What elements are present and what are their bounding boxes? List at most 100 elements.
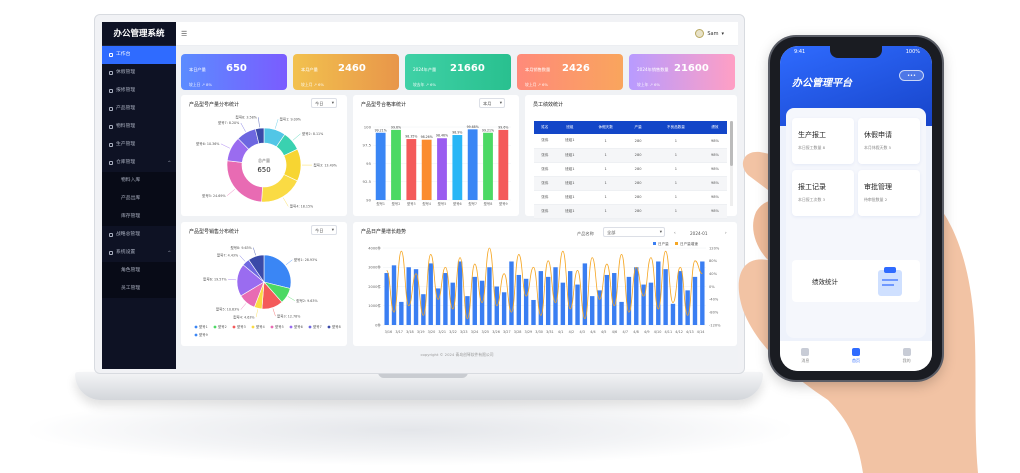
- legend-marker: [653, 242, 656, 245]
- tile-records-sub: 本日报工次数 3: [798, 197, 826, 202]
- sidebar-item[interactable]: 角色管理: [102, 262, 176, 280]
- x-tick-label: 型号2: [392, 201, 401, 206]
- y2-tick-label: 80%: [709, 259, 718, 263]
- sidebar-item[interactable]: 休假管理: [102, 64, 176, 82]
- bar: [375, 132, 386, 200]
- legend-label: 型号6: [294, 324, 303, 329]
- x-tick-label: 型号8: [484, 201, 493, 206]
- user-menu[interactable]: Sam ▾: [695, 29, 724, 38]
- sidebar-item[interactable]: 报修管理: [102, 82, 176, 100]
- tile-leave[interactable]: 休假申请 本月休假天数 5: [858, 118, 920, 164]
- tab-home[interactable]: 首页: [851, 348, 860, 364]
- stat-card: 2024年销售数量 21600 较上年 ↗ 6%: [629, 54, 735, 90]
- y-tick-label: 1000件: [368, 303, 381, 308]
- table-row[interactable]: 张伟 班组1 1 280 1 98%: [534, 190, 727, 205]
- menu-toggle-icon[interactable]: ☰: [181, 30, 188, 38]
- pass-period-select[interactable]: 本月: [479, 98, 505, 108]
- tile-approval[interactable]: 审批管理 待审批数量 2: [858, 170, 920, 216]
- x-tick-label: 3/22: [449, 330, 457, 334]
- user-name: Sam: [707, 30, 719, 37]
- legend-label: 型号8: [332, 324, 341, 329]
- column-header[interactable]: 产量: [627, 121, 649, 134]
- trend-panel: 产品日产量增长趋势 产品名称 全部 ‹ 2024-01 › 4000件 3000件…: [353, 222, 737, 346]
- x-tick-label: 3/25: [481, 330, 489, 334]
- tile-records[interactable]: 报工记录 本日报工次数 3: [792, 170, 854, 216]
- trend-chart: 4000件 3000件 2000件 1000件 0件 120% 80% 40% 0% -40% -8…: [368, 241, 721, 334]
- bar: [384, 273, 389, 325]
- sidebar: 办公管理系统 工作台 休假管理 报修管理 产品管理 物料管理 生产管理 仓库管理 ^ 物料入库产…: [102, 22, 176, 369]
- x-tick-label: 4/12: [675, 330, 683, 334]
- slice-label: 型号3: 13.49%: [313, 162, 336, 167]
- sales-period-select[interactable]: 今日: [311, 225, 337, 235]
- sidebar-item[interactable]: 库存管理: [102, 208, 176, 226]
- tile-performance[interactable]: 绩效统计: [792, 260, 920, 302]
- column-header[interactable]: 休假天数: [584, 121, 628, 134]
- bar: [457, 261, 463, 325]
- tab-messages[interactable]: 消息: [801, 348, 810, 364]
- bar: [604, 274, 610, 325]
- sidebar-item[interactable]: 仓库管理 ^: [102, 154, 176, 172]
- product-select[interactable]: 全部: [603, 227, 665, 237]
- perf-panel: 员工绩效统计 姓名 班组 休假天数 产量 不良品数量 绩效 张伟 班组1 1 280 1 98% 张伟…: [525, 95, 737, 219]
- bar-value-label: 98.35%: [405, 135, 417, 139]
- bar: [450, 282, 455, 325]
- prod-donut-chart: 总产量 650 型号1: 9.09% 型号2: 8.11% 型号3: 13.49% 型…: [196, 115, 337, 209]
- month-value[interactable]: 2024-01: [690, 231, 708, 236]
- table-row[interactable]: 张伟 班组1 1 280 1 98%: [534, 176, 727, 191]
- legend-label: 日产量: [658, 241, 669, 246]
- sidebar-item-label: 工作台: [116, 52, 131, 57]
- table-cell: 280: [627, 204, 649, 219]
- legend-marker: [194, 325, 198, 329]
- legend-marker: [213, 325, 217, 329]
- column-header[interactable]: 姓名: [534, 121, 556, 134]
- leader-line: [283, 197, 289, 207]
- menu-icon: [109, 143, 113, 147]
- tile-report[interactable]: 生产报工 本日报工数量 8: [792, 118, 854, 164]
- table-row[interactable]: 张伟 班组1 1 280 1 98%: [534, 162, 727, 177]
- table-row[interactable]: 张伟 班组1 1 280 1 98%: [534, 204, 727, 219]
- product-name-label: 产品名称: [577, 231, 594, 236]
- x-tick-label: 型号7: [468, 201, 477, 206]
- x-tick-label: 型号4: [422, 201, 431, 206]
- column-header[interactable]: 班组: [555, 121, 585, 134]
- legend-label: 型号9: [199, 332, 208, 337]
- sidebar-item[interactable]: 员工管理: [102, 280, 176, 298]
- bar: [590, 296, 595, 325]
- capsule-menu[interactable]: •••: [899, 70, 924, 81]
- prev-month-button[interactable]: ‹: [674, 230, 676, 235]
- sidebar-item[interactable]: 战略总管理: [102, 226, 176, 244]
- leader-line: [240, 122, 246, 132]
- table-row[interactable]: 张伟 班组1 1 280 1 98%: [534, 148, 727, 163]
- sidebar-item[interactable]: 产品出库: [102, 190, 176, 208]
- column-header[interactable]: 绩效: [702, 121, 727, 134]
- sidebar-item[interactable]: 产品管理: [102, 100, 176, 118]
- tab-profile[interactable]: 我的: [902, 348, 911, 364]
- sales-dist-panel: 产品型号销售分布统计 今日 型号1: 28.93% 型号2: 9.63% 型号3: …: [181, 222, 347, 346]
- prod-period-select[interactable]: 今日: [311, 98, 337, 108]
- chevron-up-icon: ^: [167, 250, 171, 255]
- x-tick-label: 3/16: [385, 330, 393, 334]
- pass-rate-panel: 产品型号合格率统计 本月 100 97.5 95 92.5 90 99.21% 型号1 99.…: [353, 95, 519, 216]
- slice-label: 型号2: 8.11%: [302, 131, 323, 136]
- table-cell: 班组1: [555, 148, 585, 163]
- sidebar-item[interactable]: 物料入库: [102, 172, 176, 190]
- table-scrollbar[interactable]: [730, 121, 733, 206]
- sidebar-item-label: 休假管理: [116, 70, 136, 75]
- phone-tabbar: 消息 首页 我的: [780, 341, 932, 371]
- sidebar-item[interactable]: 物料管理: [102, 118, 176, 136]
- tile-leave-title: 休假申请: [864, 131, 892, 139]
- slice-label: 型号6: 19.57%: [203, 276, 226, 281]
- sidebar-item[interactable]: 系统设置 ^: [102, 244, 176, 262]
- slice-label: 型号1: 9.09%: [280, 116, 301, 121]
- table-row[interactable]: 张伟 班组1 1 280 1 98%: [534, 134, 727, 149]
- slice-label: 型号3: 12.78%: [277, 313, 300, 318]
- x-tick-label: 3/23: [460, 330, 468, 334]
- bar: [553, 267, 558, 325]
- table-cell: 张伟: [534, 204, 556, 219]
- sidebar-item[interactable]: 生产管理: [102, 136, 176, 154]
- sidebar-item[interactable]: 工作台: [102, 46, 176, 64]
- column-header[interactable]: 不良品数量: [648, 121, 703, 134]
- y-tick-label: 92.5: [363, 179, 372, 184]
- next-month-button[interactable]: ›: [725, 230, 727, 235]
